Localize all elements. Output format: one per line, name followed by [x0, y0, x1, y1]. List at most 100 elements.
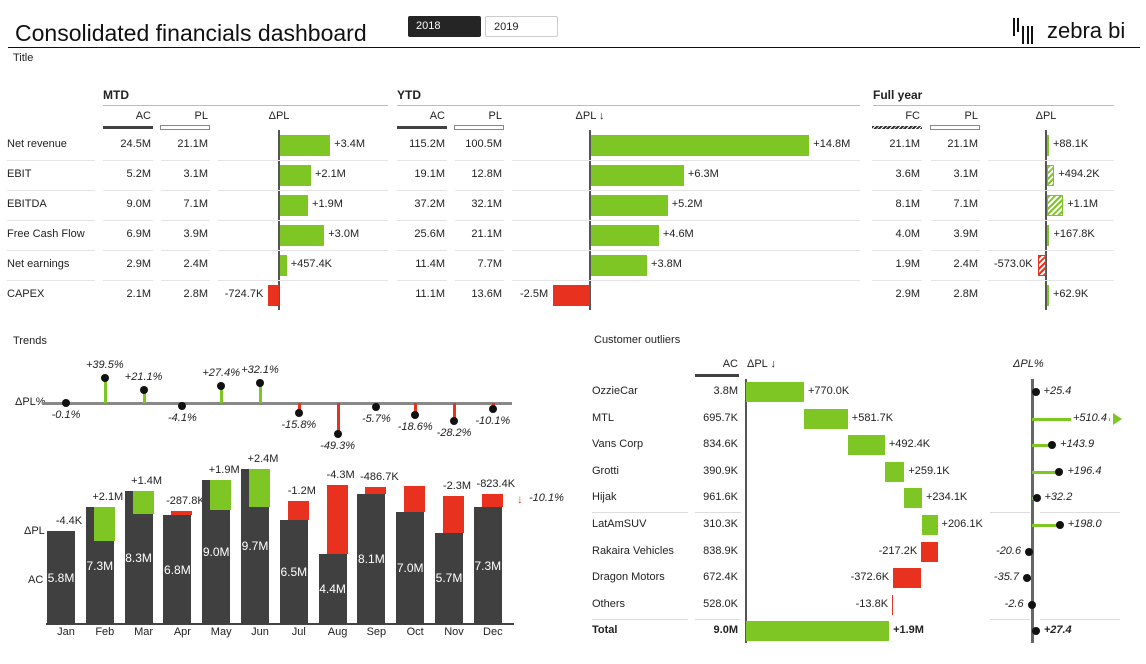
- row-separator: [931, 220, 980, 221]
- pl-value: 13.6M: [471, 288, 502, 300]
- customer-name[interactable]: MTL: [592, 411, 614, 424]
- row-separator: [218, 280, 388, 281]
- year-2019-button[interactable]: 2019: [485, 16, 558, 37]
- month-label: Dec: [483, 626, 503, 638]
- pct-dot: [1031, 388, 1040, 396]
- pct-dot: [1025, 547, 1034, 556]
- customer-name[interactable]: Dragon Motors: [592, 571, 665, 584]
- pct-dot: [62, 399, 70, 408]
- delta-label: +457.4K: [290, 258, 333, 270]
- customer-name[interactable]: Rakaira Vehicles: [592, 544, 674, 557]
- pct-label: -49.3%: [320, 440, 356, 453]
- delta-bar: [404, 486, 426, 512]
- row-separator: [161, 250, 210, 251]
- delta-bar: [210, 480, 232, 511]
- row-separator: [455, 190, 504, 191]
- delta-bar: [481, 494, 503, 508]
- pl-value: 12.8M: [471, 168, 502, 180]
- pct-label: -28.2%: [436, 426, 472, 439]
- header-divider: [8, 47, 1140, 48]
- month-label: Nov: [444, 626, 464, 638]
- row-separator: [988, 190, 1114, 191]
- delta-row-label: ΔPL: [24, 525, 45, 537]
- month-label: Jan: [57, 626, 75, 638]
- ac-value: 2.9M: [126, 258, 151, 270]
- delta-label: +3.4M: [334, 138, 366, 150]
- pct-label: -5.7%: [362, 412, 391, 425]
- pl-value: 3.1M: [953, 168, 978, 180]
- row-separator: [988, 160, 1114, 161]
- ac-value: 9.0M: [126, 198, 151, 210]
- month-label: Jul: [291, 626, 306, 638]
- pl-marker: [930, 125, 980, 130]
- ac-label: 6.8M: [164, 562, 191, 577]
- row-separator: [455, 280, 504, 281]
- col-header: FC: [905, 110, 920, 122]
- customer-name[interactable]: Grotti: [592, 464, 619, 477]
- delta-bar: [365, 486, 387, 495]
- year-2018-button[interactable]: 2018: [408, 16, 481, 37]
- row-separator: [455, 220, 504, 221]
- ac-value: 6.9M: [126, 228, 151, 240]
- pct-axis: [42, 402, 512, 405]
- row-label: Net earnings: [7, 258, 70, 270]
- customer-name[interactable]: Vans Corp: [592, 438, 644, 451]
- ac-value: 115.2M: [409, 138, 445, 150]
- pl-value: 7.7M: [477, 258, 502, 270]
- pl-value: 7.1M: [183, 198, 208, 210]
- row-separator: [7, 280, 95, 281]
- ac-label: 5.8M: [47, 570, 75, 585]
- row-separator: [872, 160, 922, 161]
- month-label: Feb: [95, 626, 115, 638]
- delta-label: +5.2M: [671, 198, 703, 210]
- month-label: Oct: [406, 626, 424, 638]
- ac-value: 390.9K: [703, 464, 738, 477]
- delta-label: +234.1K: [925, 491, 968, 504]
- customer-name[interactable]: OzzieCar: [592, 385, 638, 397]
- ac-marker: [103, 126, 153, 129]
- delta-bar: [921, 515, 938, 535]
- customer-name[interactable]: Hijak: [592, 491, 617, 504]
- waterfall-axis: [745, 379, 747, 643]
- pl-value: 3.1M: [183, 168, 208, 180]
- pct-label: -10.1%: [475, 415, 511, 428]
- delta-bar: [1047, 195, 1064, 216]
- pct-dot: [100, 374, 109, 383]
- pct-stem: [336, 403, 340, 435]
- delta-label: +581.7K: [851, 411, 894, 424]
- delta-bar: [1037, 255, 1046, 276]
- delta-label: -372.6K: [850, 571, 890, 584]
- delta-bar: [443, 496, 464, 533]
- ac-label: 9.0M: [202, 545, 230, 559]
- bar-baseline: [46, 623, 514, 625]
- row-separator: [103, 160, 153, 161]
- customer-name[interactable]: Others: [592, 597, 626, 610]
- pl-value: 21.1M: [471, 228, 502, 240]
- row-separator: [988, 250, 1114, 251]
- ac-bar: [435, 532, 463, 624]
- total-label: Total: [592, 624, 618, 637]
- ac-value: 2.1M: [126, 288, 151, 300]
- delta-bar: [171, 510, 193, 516]
- delta-bar: [280, 165, 311, 186]
- pct-dot: [1048, 441, 1057, 450]
- pct-stem: [103, 378, 107, 403]
- row-separator: [512, 160, 860, 161]
- pct-dot: [1031, 627, 1040, 636]
- month-label: Aug: [327, 626, 348, 638]
- pct-label: +32.2: [1044, 491, 1073, 504]
- pl-marker: [454, 125, 504, 130]
- delta-bar: [93, 507, 115, 541]
- delta-bar: [591, 195, 668, 216]
- pct-dot: [1055, 467, 1064, 476]
- delta-bar: [132, 491, 154, 514]
- col-header: AC: [722, 358, 738, 370]
- delta-label: -823.4K: [476, 478, 516, 491]
- customer-name[interactable]: LatAmSUV: [592, 518, 647, 530]
- row-separator: [397, 160, 447, 161]
- section-title: Full year: [873, 88, 923, 102]
- pl-value: 100.5M: [465, 138, 502, 150]
- pl-value: 3.9M: [953, 228, 978, 240]
- delta-label: +88.1K: [1053, 138, 1089, 150]
- pl-value: 2.4M: [183, 258, 208, 270]
